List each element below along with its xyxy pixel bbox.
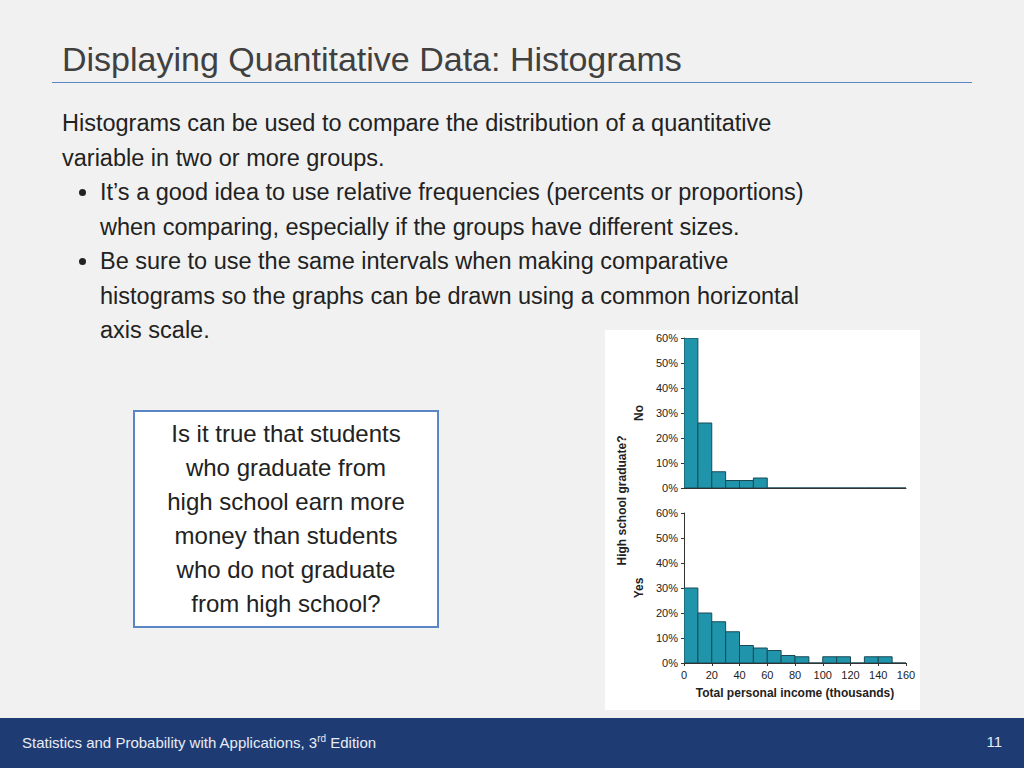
html-text:who graduate from: who graduate from [185,454,386,481]
html-text:Is it true that students: Is it true that students [171,420,401,447]
svg-text:100: 100 [814,669,832,681]
html-text:It’s a good idea to use relati: It’s a good idea to use relative frequen… [100,179,804,205]
svg-text:10%: 10% [656,457,678,469]
html-text:histograms so the graphs can b: histograms so the graphs can be drawn us… [100,282,799,309]
svg-text:40%: 40% [656,557,678,569]
svg-text:0%: 0% [662,482,678,494]
svg-text:30%: 30% [656,407,678,419]
svg-text:10%: 10% [656,632,678,644]
svg-text:20%: 20% [656,432,678,444]
svg-text:20%: 20% [656,607,678,619]
html-text:when comparing, especially if: when comparing, especially if the groups… [100,213,740,240]
html-text:from high school?: from high school? [191,590,381,617]
svg-text:60%: 60% [656,332,678,344]
html-text:axis scale.: axis scale. [100,317,210,343]
html-text:Histograms can be used to comp: Histograms can be used to compare the di… [62,110,772,136]
svg-text:80: 80 [789,669,801,681]
svg-text:120: 120 [841,669,859,681]
html-text:Displaying Quantitative Data:: Displaying Quantitative Data: Histograms [62,40,682,78]
svg-text:0%: 0% [662,657,678,669]
svg-text:160: 160 [897,669,915,681]
svg-text:50%: 50% [656,532,678,544]
svg-text:60: 60 [761,669,773,681]
svg-text:60%: 60% [656,507,678,519]
html-text:high school earn more: high school earn more [167,488,405,515]
html-text:11: 11 [986,733,1002,750]
svg-text:Total personal income (thousan: Total personal income (thousands) [696,686,894,700]
svg-text:40%: 40% [656,382,678,394]
svg-text:40: 40 [733,669,745,681]
svg-text:50%: 50% [656,357,678,369]
html-text:Be sure to use the same interv: Be sure to use the same intervals when m… [100,248,729,274]
html-text:Statistics and Probability wit: Statistics and Probability with Applicat… [22,733,377,751]
html-text:who do not graduate: who do not graduate [176,556,396,583]
svg-text:0: 0 [681,669,687,681]
svg-text:140: 140 [869,669,887,681]
svg-text:Yes: Yes [632,577,646,598]
html-text:money than students: money than students [174,522,398,549]
svg-text:30%: 30% [656,582,678,594]
svg-text:High school graduate?: High school graduate? [615,435,629,565]
html-text:variable in two or more groups: variable in two or more groups. [62,144,385,171]
svg-text:20: 20 [706,669,718,681]
svg-text:No: No [632,405,646,421]
